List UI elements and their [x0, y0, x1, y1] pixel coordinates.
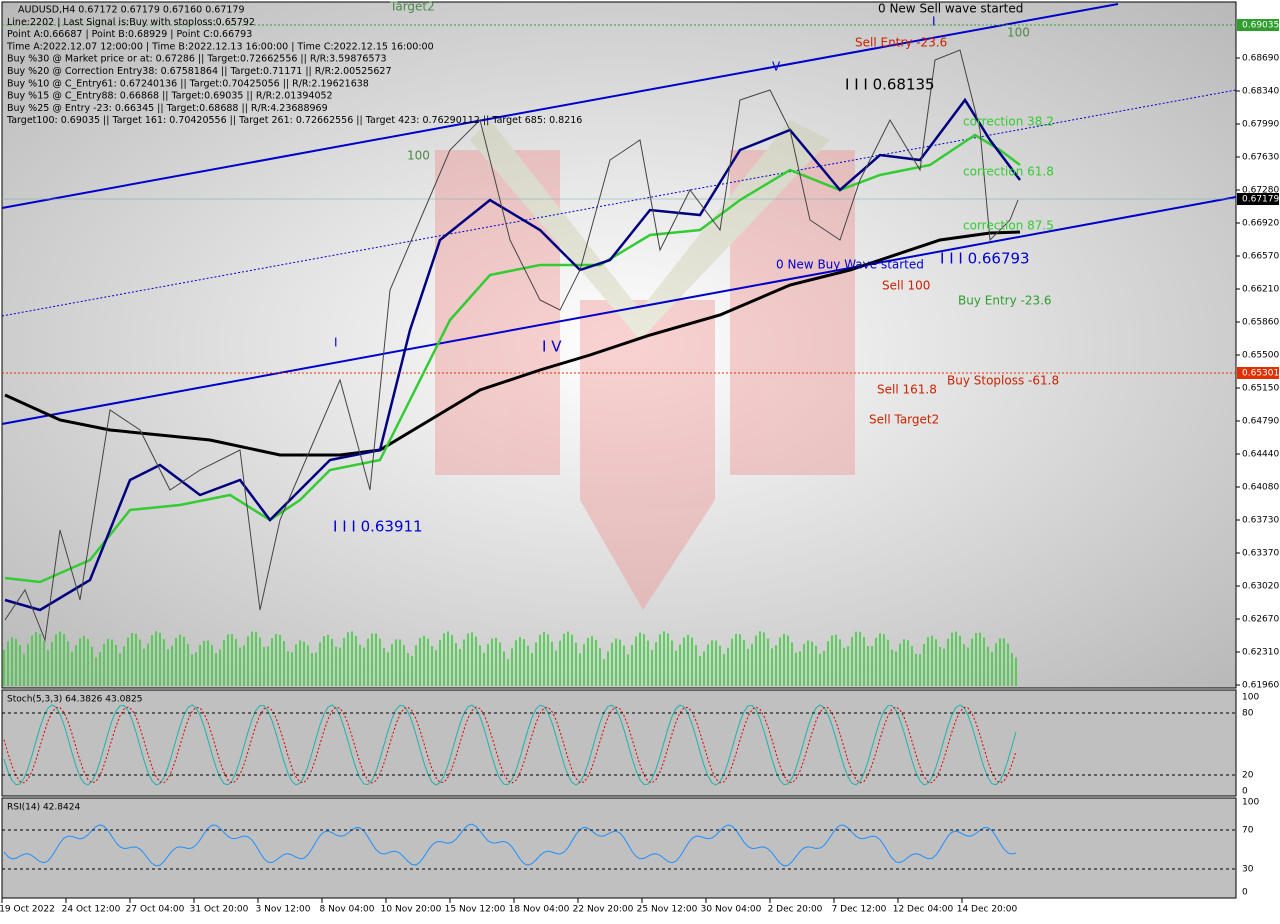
header-line: Buy %25 @ Entry -23: 0.66345 || Target:0…	[7, 103, 328, 114]
annotation: Buy Stoploss -61.8	[947, 374, 1059, 388]
annotation: I	[334, 336, 338, 350]
annotation: 0 New Sell wave started	[878, 2, 1023, 16]
rsi-level: 30	[1242, 865, 1254, 875]
annotation: I I I 0.68135	[845, 76, 935, 94]
time-label: 8 Nov 04:00	[320, 905, 375, 915]
price-line	[4, 49, 1019, 642]
stoch-signal	[3, 706, 1017, 784]
time-label: 3 Nov 12:00	[256, 905, 311, 915]
stoch-level: 80	[1242, 709, 1254, 719]
price-marker	[1237, 193, 1279, 205]
header-line: Point A:0.66687 | Point B:0.68929 | Poin…	[7, 29, 252, 40]
header-line: Target100: 0.69035 || Target 161: 0.7042…	[6, 115, 582, 126]
stoch-level: 0	[1242, 787, 1248, 797]
header-line: Buy %30 @ Market price or at: 0.67286 ||…	[7, 54, 387, 65]
annotation: Buy Entry -23.6	[958, 294, 1052, 308]
stoch-pane	[1, 689, 1237, 797]
price-label: 0.68690	[1242, 54, 1279, 64]
annotation: 0 New Buy Wave started	[776, 258, 924, 272]
annotation: Sell 161.8	[877, 383, 937, 397]
price-label: 0.66570	[1242, 252, 1279, 262]
stoch-title: Stoch(5,3,3) 64.3826 43.0825	[7, 695, 142, 705]
header-line: AUDUSD,H4 0.67172 0.67179 0.67160 0.6717…	[18, 5, 245, 16]
price-label: 0.68340	[1242, 87, 1279, 97]
header-line: Time A:2022.12.07 12:00:00 | Time B:2022…	[6, 41, 434, 52]
ma-slow	[4, 230, 1021, 457]
oscillators	[3, 704, 1017, 867]
time-label: 30 Nov 04:00	[701, 905, 762, 915]
price-label: 0.64440	[1242, 450, 1279, 460]
time-label: 22 Nov 20:00	[573, 905, 634, 915]
time-label: 24 Oct 12:00	[62, 905, 121, 915]
price-label: 0.62310	[1242, 648, 1279, 658]
time-label: 27 Oct 04:00	[126, 905, 185, 915]
time-label: 14 Dec 20:00	[957, 905, 1018, 915]
price-label: 0.65500	[1242, 351, 1279, 361]
time-label: 15 Nov 12:00	[445, 905, 506, 915]
time-label: 2 Dec 20:00	[768, 905, 823, 915]
price-label: 0.66210	[1242, 285, 1279, 295]
annotation: I	[932, 15, 936, 29]
price-label: 0.65150	[1242, 384, 1279, 394]
price-label: 0.63370	[1242, 549, 1279, 559]
rsi-pane	[1, 797, 1237, 899]
time-label: 31 Oct 20:00	[190, 905, 249, 915]
price-label: 0.67990	[1242, 120, 1279, 130]
price-label: 0.64080	[1242, 483, 1279, 493]
channel-line	[1, 3, 1119, 209]
price-label: 0.63730	[1242, 516, 1279, 526]
annotation: 100	[1007, 26, 1030, 40]
annotation: I I I 0.63911	[333, 518, 423, 536]
annotation: Target2	[389, 0, 435, 14]
annotation: I V	[542, 338, 562, 356]
annotation: correction 61.8	[963, 165, 1054, 179]
price-label: 0.63020	[1242, 582, 1279, 592]
annotation: Sell Target2	[869, 413, 939, 427]
volume	[3, 631, 1017, 686]
price-label: 0.62670	[1242, 615, 1279, 625]
price-label: 0.65860	[1242, 318, 1279, 328]
annotation: 100	[407, 149, 430, 163]
channel-line	[1, 89, 1237, 317]
price-marker	[1237, 19, 1279, 31]
header-line: Buy %10 @ C_Entry61: 0.67240136 || Targe…	[7, 78, 369, 89]
time-label: 18 Nov 04:00	[509, 905, 570, 915]
ma-mid	[4, 133, 1021, 584]
price-label: 0.67630	[1242, 153, 1279, 163]
header-line: Buy %15 @ C_Entry88: 0.66868 || Target:0…	[7, 91, 333, 102]
price-label: 0.64790	[1242, 417, 1279, 427]
time-label: 19 Oct 2022	[0, 905, 55, 915]
time-label: 10 Nov 20:00	[381, 905, 442, 915]
annotation: correction 38.2	[963, 115, 1054, 129]
price-marker-label: 0.67179	[1242, 195, 1279, 205]
header-line: Buy %20 @ Correction Entry38: 0.67581864…	[7, 66, 392, 77]
price-label: 0.66920	[1242, 219, 1279, 229]
annotation: V	[772, 60, 781, 74]
rsi-level: 100	[1242, 798, 1259, 808]
stoch-level: 100	[1242, 693, 1259, 703]
price-marker-label: 0.69035	[1242, 21, 1279, 31]
rsi-level: 0	[1242, 888, 1248, 898]
price-marker	[1237, 367, 1279, 379]
price-label: 0.61960	[1242, 681, 1279, 691]
stoch-main	[3, 704, 1017, 786]
annotation: correction 87.5	[963, 219, 1054, 233]
time-label: 7 Dec 12:00	[832, 905, 887, 915]
stoch-level: 20	[1242, 771, 1254, 781]
header-line: Line:2202 | Last Signal is:Buy with stop…	[7, 17, 255, 28]
rsi-line	[3, 823, 1017, 867]
watermark	[435, 120, 855, 610]
rsi-level: 70	[1242, 826, 1254, 836]
annotation: Sell Entry -23.6	[855, 36, 947, 50]
price-marker-label: 0.65301	[1242, 369, 1279, 379]
time-label: 12 Dec 04:00	[893, 905, 954, 915]
time-label: 25 Nov 12:00	[637, 905, 698, 915]
annotation: Sell 100	[882, 279, 930, 293]
channel-line	[1, 196, 1237, 425]
price-label: 0.67280	[1242, 186, 1279, 196]
rsi-title: RSI(14) 42.8424	[7, 803, 80, 813]
annotation: I I I 0.66793	[940, 250, 1030, 268]
